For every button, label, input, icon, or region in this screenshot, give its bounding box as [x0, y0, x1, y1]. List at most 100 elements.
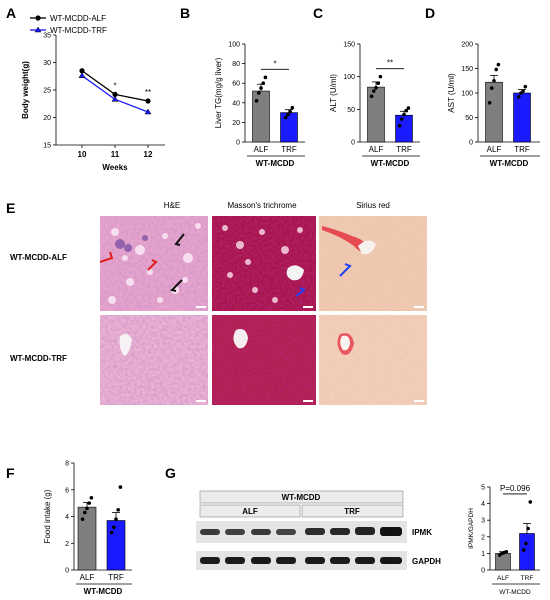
data-point — [89, 495, 94, 500]
x-tick-label: TRF — [281, 145, 297, 154]
y-tick-label: 0 — [236, 140, 240, 147]
y-tick-label: 40 — [232, 100, 240, 107]
data-point — [521, 548, 526, 552]
western-label-gapdh: GAPDH — [412, 557, 441, 566]
y-tick-label: 100 — [343, 74, 355, 81]
bar-alf — [485, 81, 503, 143]
data-point — [376, 81, 381, 85]
y-tick-label: 6 — [65, 487, 69, 494]
chart-body-weight: 15 20 25 30 35 10 11 12 Weeks Body weight(g) WT-MC… — [21, 14, 165, 172]
x-tick-label: TRF — [396, 145, 412, 154]
western-group-alf: ALF — [242, 507, 258, 516]
data-point — [490, 86, 494, 90]
group-label: WT-MCDD — [256, 159, 295, 168]
y-tick-label: 150 — [461, 66, 473, 73]
western-group-trf: TRF — [344, 507, 360, 516]
significance-label: ** — [387, 59, 393, 68]
data-point — [496, 62, 501, 67]
bar-trf — [519, 533, 535, 571]
panel-letter-f: F — [6, 465, 15, 481]
group-label: WT-MCDD — [490, 159, 529, 168]
bar-trf — [106, 520, 126, 571]
western-header: WT-MCDD — [282, 493, 321, 502]
y-tick-label: 20 — [232, 120, 240, 127]
western-ipmk-strip — [196, 521, 407, 543]
y-tick-label: 5 — [481, 485, 485, 492]
histology-alf-he — [99, 216, 208, 311]
data-point — [85, 506, 89, 511]
chart-food-intake: 0 2 4 6 8 Food intake (g) ALF TRF WT-MCDD — [43, 461, 132, 596]
bar-trf — [395, 114, 413, 143]
y-tick-label: 1 — [481, 551, 485, 558]
bar-trf — [513, 92, 531, 143]
data-point — [112, 91, 118, 97]
western-blot: WT-MCDD ALF TRF IPMK GAPDH — [196, 490, 441, 570]
data-point — [521, 89, 525, 93]
data-point — [402, 112, 406, 117]
x-tick-label: ALF — [254, 145, 269, 154]
data-point — [504, 549, 509, 554]
chart-liver-tg: 0 20 40 60 80 100 Liver TG(mg/g liver) ALF TRF WT… — [214, 42, 305, 168]
data-point — [111, 95, 119, 102]
x-tick-label: TRF — [514, 145, 530, 154]
data-point — [112, 525, 116, 529]
legend-label: WT-MCDD-TRF — [50, 26, 107, 35]
y-tick-label: 60 — [232, 81, 240, 88]
data-point — [114, 517, 118, 521]
histology-col-masson: Masson's trichrome — [227, 201, 297, 210]
western-ipmk-bands — [200, 527, 402, 536]
data-point — [372, 89, 376, 93]
y-axis-label: AST (U/ml) — [447, 73, 456, 113]
data-point — [400, 117, 404, 121]
significance-label: * — [113, 81, 116, 90]
data-point — [79, 68, 85, 74]
y-tick-label: 4 — [65, 514, 69, 521]
group-label: WT-MCDD — [499, 589, 531, 596]
y-tick-label: 30 — [43, 60, 51, 67]
data-point — [524, 541, 528, 546]
data-point — [288, 109, 292, 114]
y-tick-label: 8 — [65, 461, 69, 468]
y-axis-label: ALT (U/ml) — [329, 74, 338, 112]
bar-alf — [495, 553, 511, 571]
data-point — [494, 67, 499, 72]
x-tick-label: ALF — [80, 573, 95, 582]
data-point — [378, 74, 383, 79]
histology-col-sirius: Sirius red — [356, 201, 390, 210]
data-point — [78, 72, 86, 78]
significance-label: P=0.096 — [500, 484, 531, 493]
panel-letter-b: B — [180, 5, 190, 21]
western-gapdh-bands — [200, 557, 402, 564]
panel-letter-d: D — [425, 5, 435, 21]
data-point — [528, 500, 533, 504]
data-point — [254, 99, 259, 103]
data-point — [523, 84, 528, 89]
x-tick-label: TRF — [521, 575, 534, 582]
legend-marker — [35, 15, 41, 21]
histology-trf-masson — [212, 315, 316, 405]
histology-row-trf: WT-MCDD-TRF — [10, 354, 67, 363]
y-tick-label: 0 — [481, 568, 485, 575]
data-point — [283, 115, 288, 120]
y-tick-label: 50 — [347, 107, 355, 114]
data-point — [118, 485, 123, 489]
data-point — [87, 501, 91, 505]
y-tick-label: 4 — [481, 501, 485, 508]
western-group-alf-box — [199, 504, 301, 518]
y-tick-label: 0 — [469, 140, 473, 147]
data-point — [516, 95, 521, 99]
x-axis-label: Weeks — [102, 163, 128, 172]
bar-trf — [280, 112, 298, 143]
significance-label: ** — [145, 88, 151, 97]
data-point — [263, 75, 268, 80]
y-tick-label: 20 — [43, 115, 51, 122]
y-axis-label: Body weight(g) — [21, 61, 30, 119]
y-tick-label: 0 — [65, 568, 69, 575]
histology-alf-masson — [212, 216, 316, 311]
y-tick-label: 2 — [65, 541, 69, 548]
y-tick-label: 15 — [43, 143, 51, 150]
data-point — [145, 98, 151, 104]
data-point — [487, 101, 492, 105]
y-tick-label: 150 — [343, 42, 355, 49]
data-point — [397, 123, 402, 128]
